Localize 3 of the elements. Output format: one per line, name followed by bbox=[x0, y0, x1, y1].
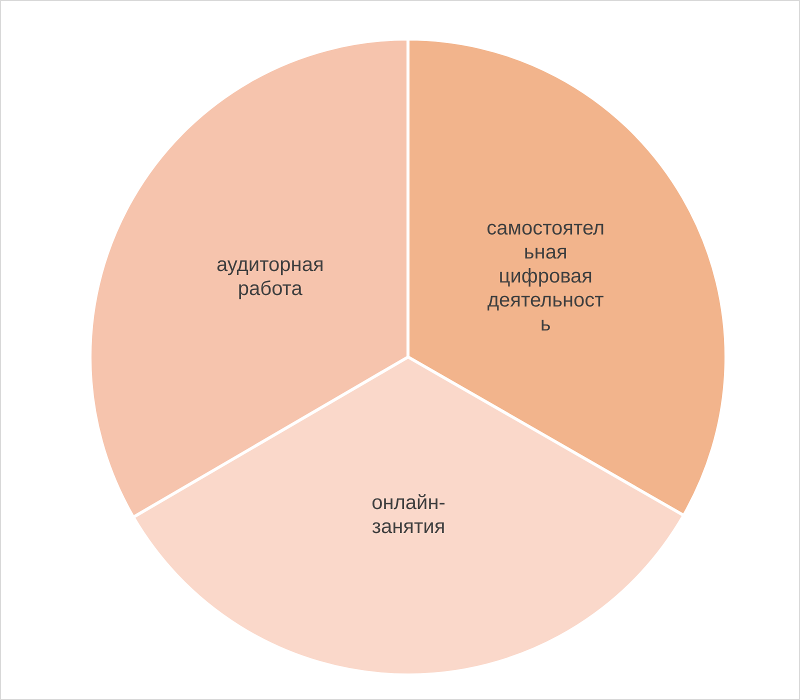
slice-label: онлайн-занятия bbox=[372, 492, 446, 538]
slice-label: самостоятельная цифровая деятельность bbox=[486, 218, 605, 336]
slice-label: аудиторная работа bbox=[216, 254, 324, 300]
